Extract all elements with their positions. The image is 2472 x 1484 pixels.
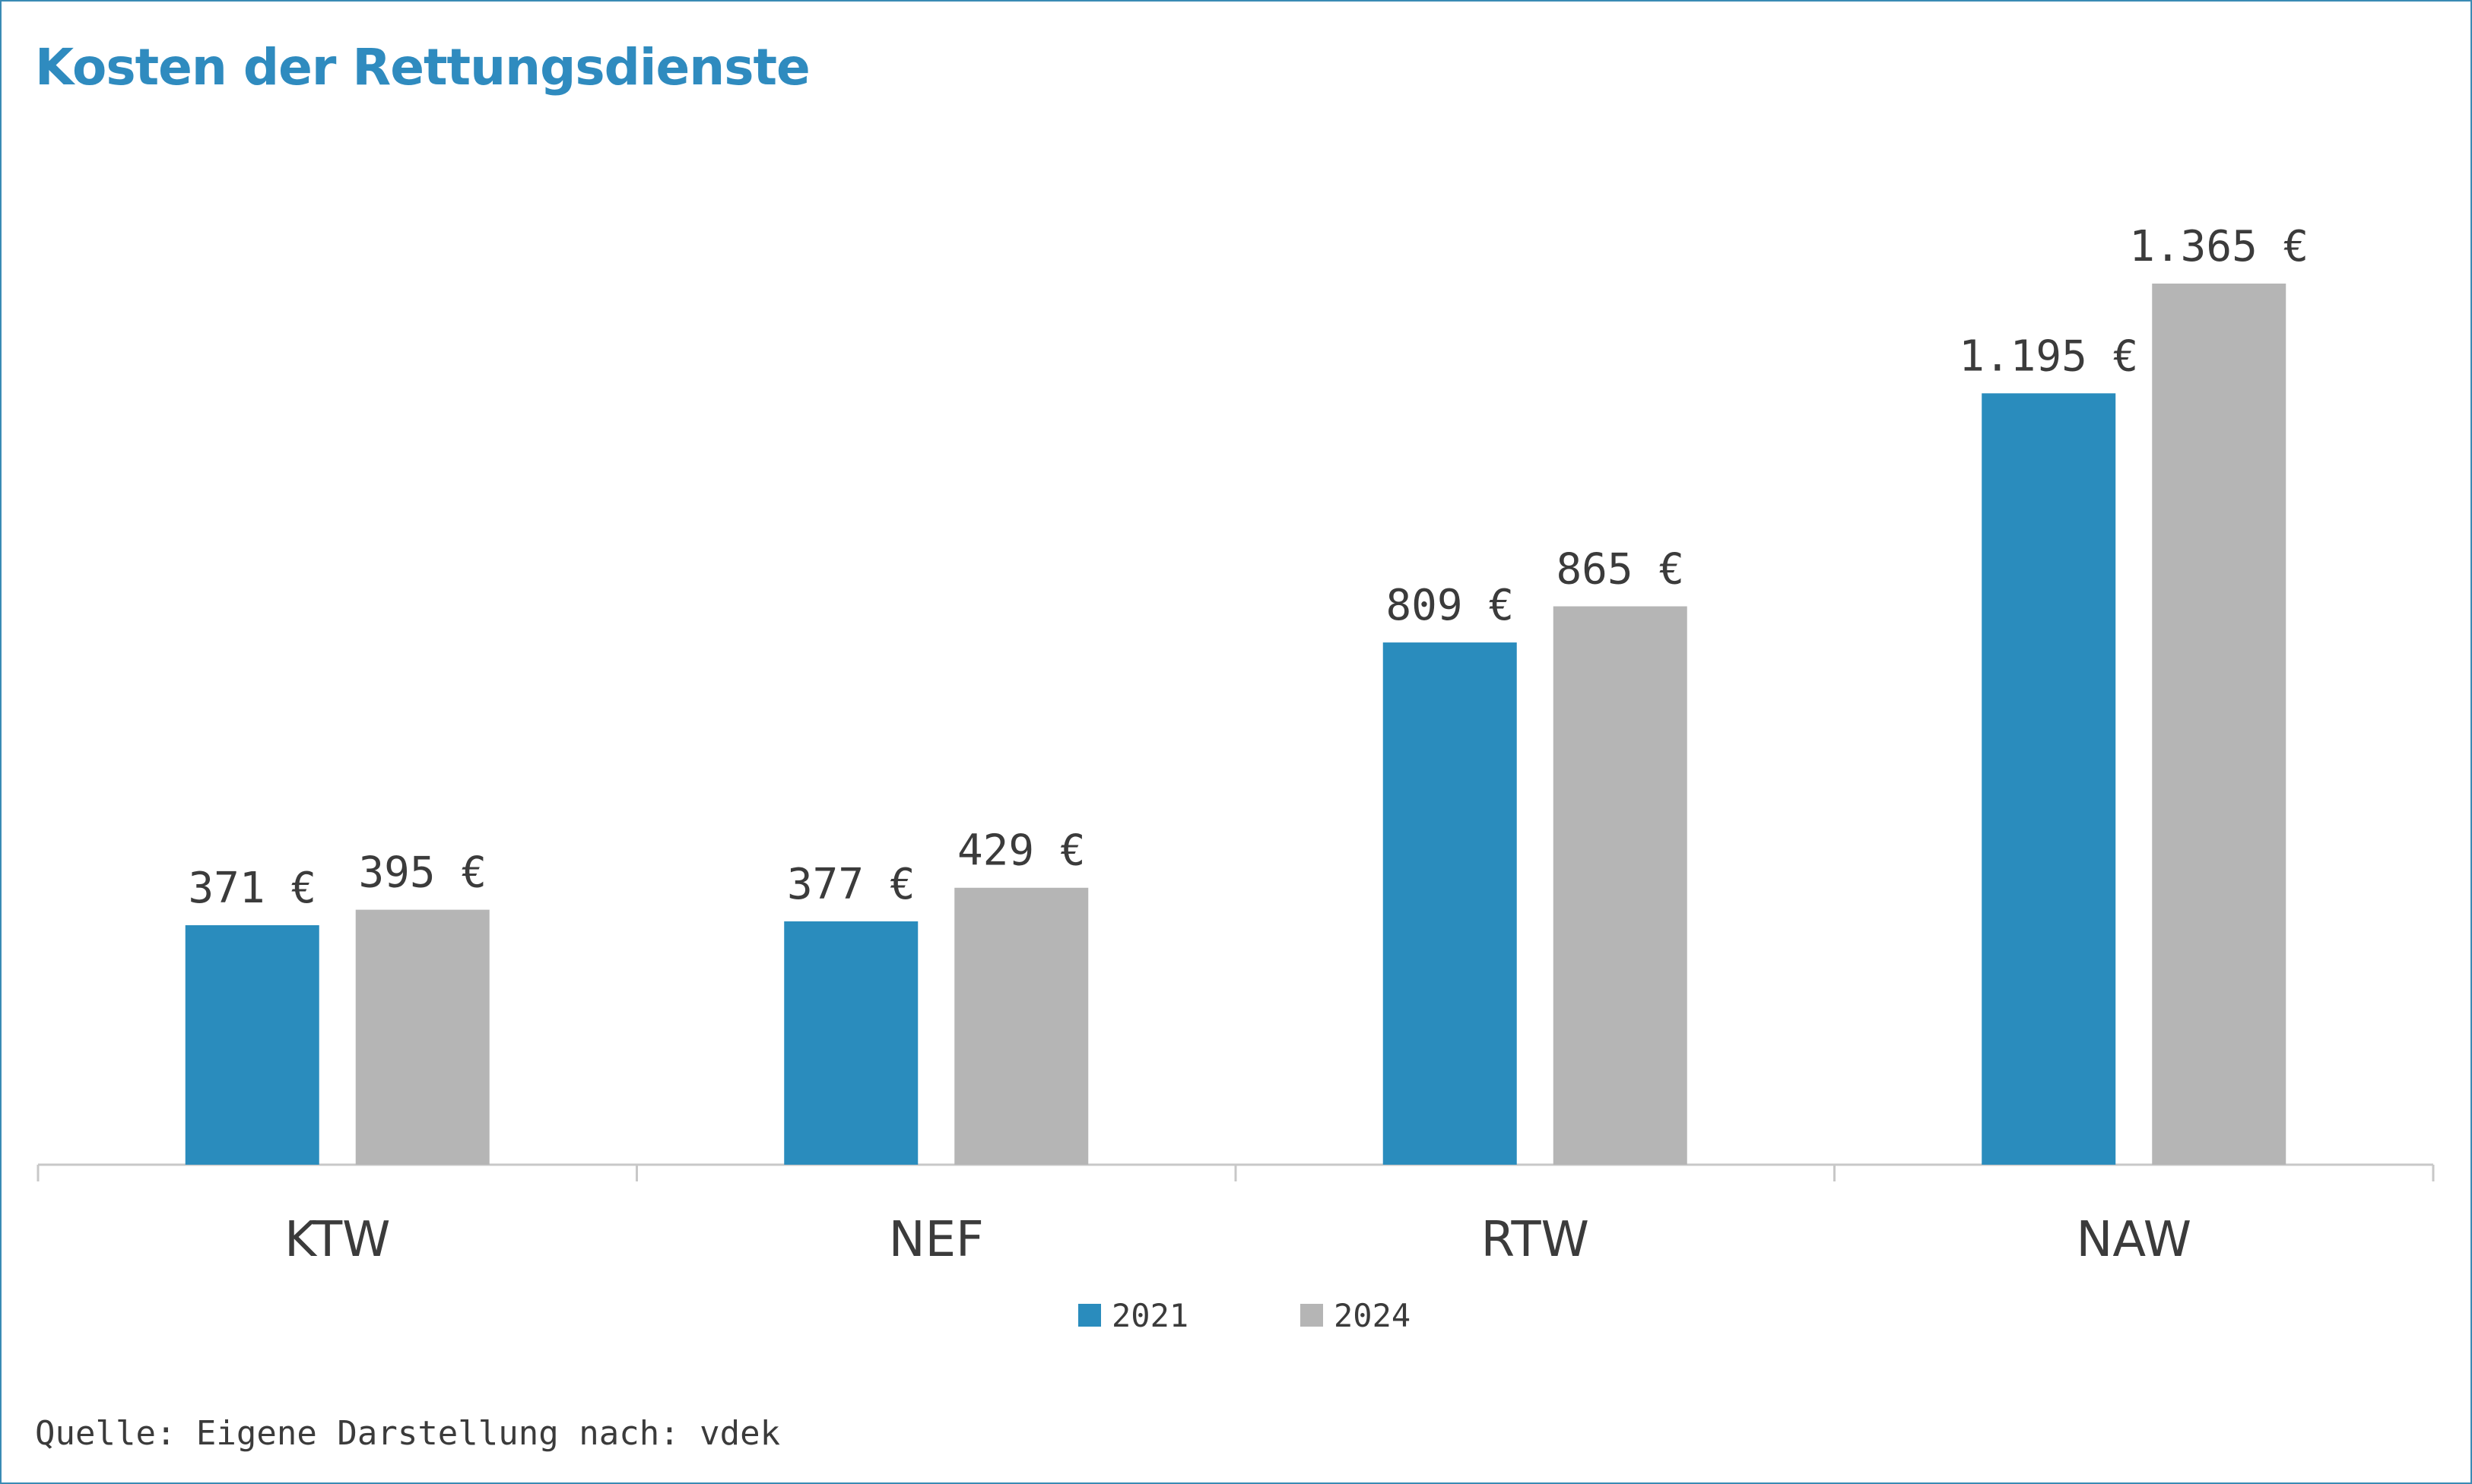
legend-swatch-2021 — [1078, 1304, 1101, 1327]
data-label-rtw-2021: 809 € — [1385, 581, 1514, 630]
category-label-naw: NAW — [2077, 1212, 2191, 1268]
source-note: Quelle: Eigene Darstellung nach: vdek — [35, 1414, 781, 1453]
legend-item-2024: 2024 — [1300, 1292, 1411, 1338]
bar-nef-2024 — [954, 887, 1089, 1165]
category-label-rtw: RTW — [1481, 1212, 1589, 1268]
bar-nef-2021 — [784, 921, 919, 1165]
legend-item-2021: 2021 — [1078, 1292, 1188, 1338]
category-label-nef: NEF — [889, 1212, 984, 1268]
bar-rtw-2024 — [1553, 606, 1687, 1165]
legend-label-2024: 2024 — [1334, 1296, 1411, 1334]
data-label-naw-2024: 1.365 € — [2129, 222, 2309, 271]
data-label-ktw-2021: 371 € — [188, 864, 316, 913]
bar-rtw-2021 — [1382, 642, 1517, 1165]
data-label-ktw-2024: 395 € — [358, 848, 487, 898]
data-label-naw-2021: 1.195 € — [1959, 331, 2138, 381]
data-label-nef-2024: 429 € — [957, 826, 1086, 876]
data-label-nef-2021: 377 € — [787, 860, 915, 909]
bar-naw-2024 — [2152, 284, 2286, 1165]
chart-title: Kosten der Rettungsdienste — [35, 38, 811, 97]
data-label-rtw-2024: 865 € — [1556, 545, 1684, 595]
bar-ktw-2021 — [185, 924, 319, 1165]
legend: 2021 2024 — [0, 1292, 2472, 1338]
bar-naw-2021 — [1982, 393, 2116, 1165]
legend-label-2021: 2021 — [1112, 1296, 1189, 1334]
legend-swatch-2024 — [1300, 1304, 1323, 1327]
category-label-ktw: KTW — [284, 1212, 390, 1268]
bar-ktw-2024 — [355, 909, 490, 1165]
